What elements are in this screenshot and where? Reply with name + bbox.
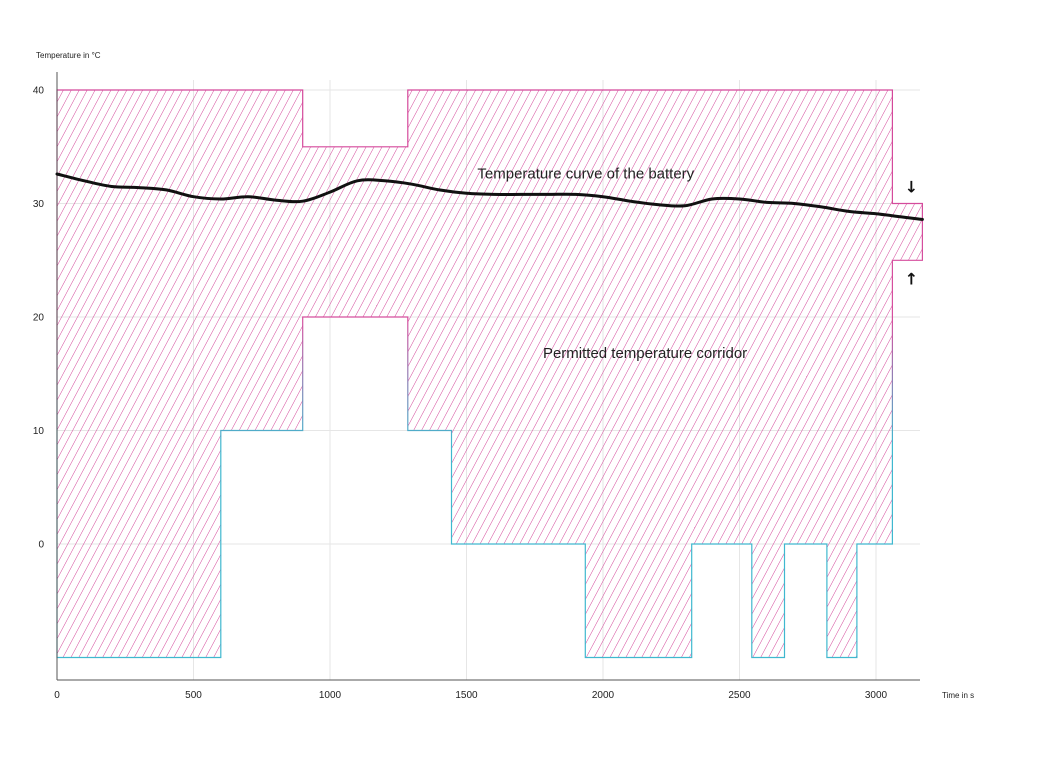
x-axis-title: Time in s <box>942 691 974 700</box>
corridor-outline <box>56 89 923 659</box>
y-tick-label-30: 30 <box>33 199 45 210</box>
y-axis-title: Temperature in °C <box>36 51 101 60</box>
x-tick-label-1500: 1500 <box>455 690 478 701</box>
x-tick-label-2000: 2000 <box>592 690 615 701</box>
annotation-arrow-2: ↓ <box>905 178 918 197</box>
y-tick-label-10: 10 <box>33 426 45 437</box>
annotation-label-0: Temperature curve of the battery <box>477 166 694 183</box>
x-tick-label-500: 500 <box>185 690 202 701</box>
x-tick-label-3000: 3000 <box>865 690 888 701</box>
annotation-label-1: Permitted temperature corridor <box>543 345 747 362</box>
series-line-temperature-curve <box>55 172 924 221</box>
annotation-arrow-3: ↑ <box>905 270 918 289</box>
corridor-area <box>57 90 923 658</box>
x-tick-label-0: 0 <box>54 690 60 701</box>
y-tick-label-20: 20 <box>33 313 45 324</box>
x-tick-label-1000: 1000 <box>319 690 342 701</box>
y-tick-label-40: 40 <box>33 86 45 97</box>
tick-labels: 0 10 20 30 40 0 500 1000 1500 2000 2500 3000 <box>33 86 888 702</box>
annotations: Temperature curve of the battery Permitte… <box>477 166 918 362</box>
y-tick-label-0: 0 <box>38 540 44 551</box>
x-tick-label-2500: 2500 <box>728 690 751 701</box>
corridor-layer <box>56 89 923 659</box>
